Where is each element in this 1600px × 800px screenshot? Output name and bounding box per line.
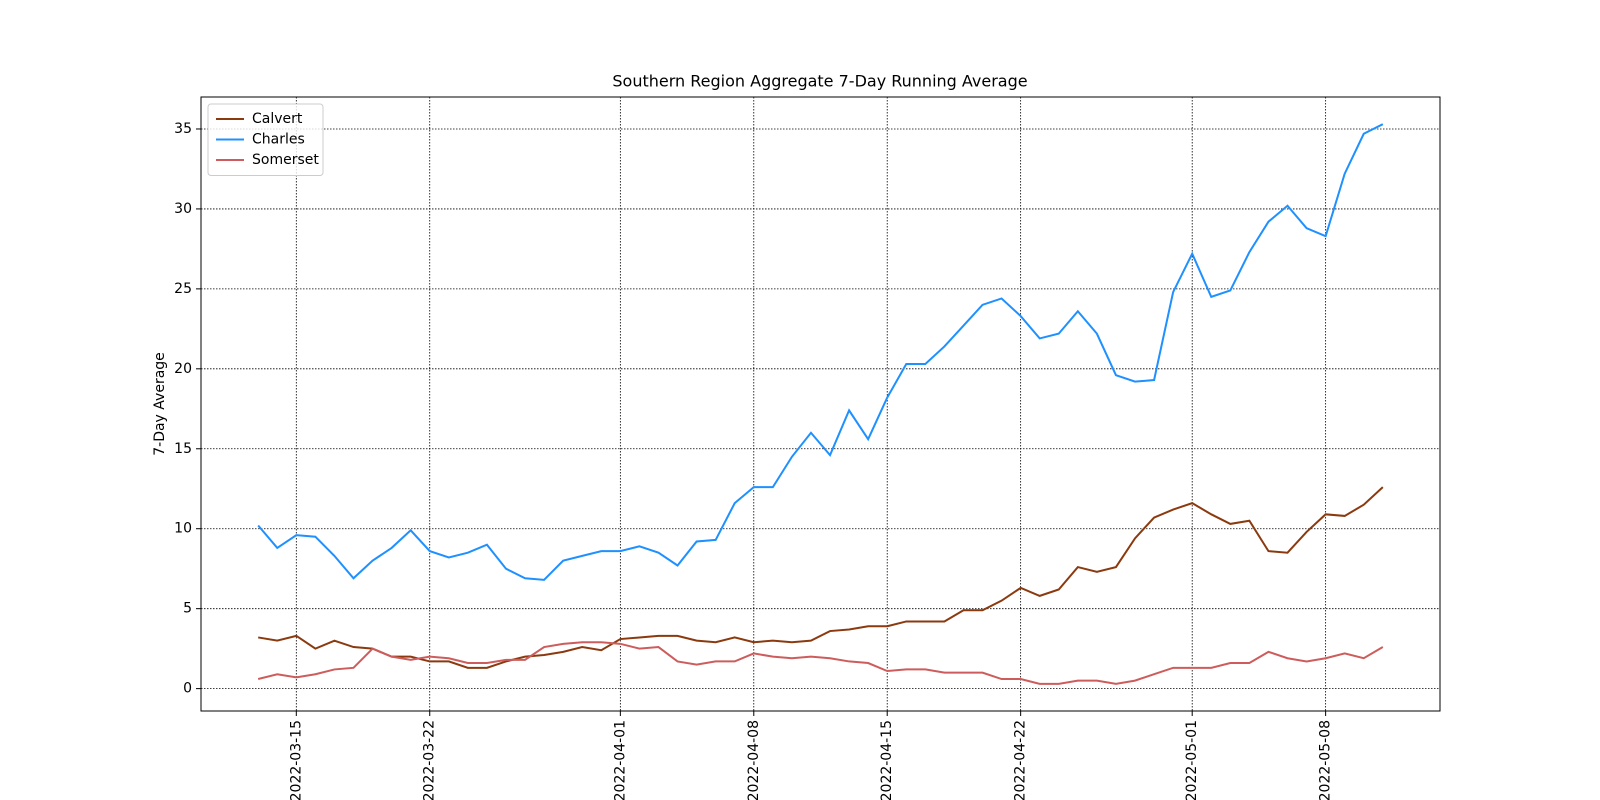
y-tick-label: 15 — [174, 441, 192, 457]
y-tick-label: 25 — [174, 281, 192, 297]
series-line — [257, 641, 1384, 685]
legend-label: Calvert — [252, 111, 303, 127]
y-tick-label: 35 — [174, 121, 192, 137]
x-tick-label: 2022-03-22 — [422, 720, 438, 800]
y-tick-label: 10 — [174, 521, 192, 537]
legend-box — [207, 103, 324, 176]
legend-label: Charles — [252, 132, 305, 148]
plot-frame — [200, 96, 1441, 712]
y-tick-label: 5 — [183, 601, 192, 617]
series-line — [257, 123, 1384, 581]
legend-label: Somerset — [252, 152, 319, 168]
y-tick-label: 20 — [174, 361, 192, 377]
y-tick-label: 30 — [174, 201, 192, 217]
x-tick-label: 2022-04-22 — [1013, 720, 1029, 800]
x-tick-label: 2022-05-08 — [1318, 720, 1334, 800]
x-tick-label: 2022-05-01 — [1184, 720, 1200, 800]
x-tick-label: 2022-04-08 — [746, 720, 762, 800]
x-tick-label: 2022-03-15 — [288, 720, 304, 800]
x-tick-label: 2022-04-01 — [612, 720, 628, 800]
y-tick-label: 0 — [183, 681, 192, 697]
series-line — [258, 486, 1384, 669]
x-tick-label: 2022-04-15 — [879, 720, 895, 800]
chart-title: Southern Region Aggregate 7-Day Running … — [612, 72, 1027, 91]
y-axis-label: 7-Day Average — [152, 352, 168, 456]
